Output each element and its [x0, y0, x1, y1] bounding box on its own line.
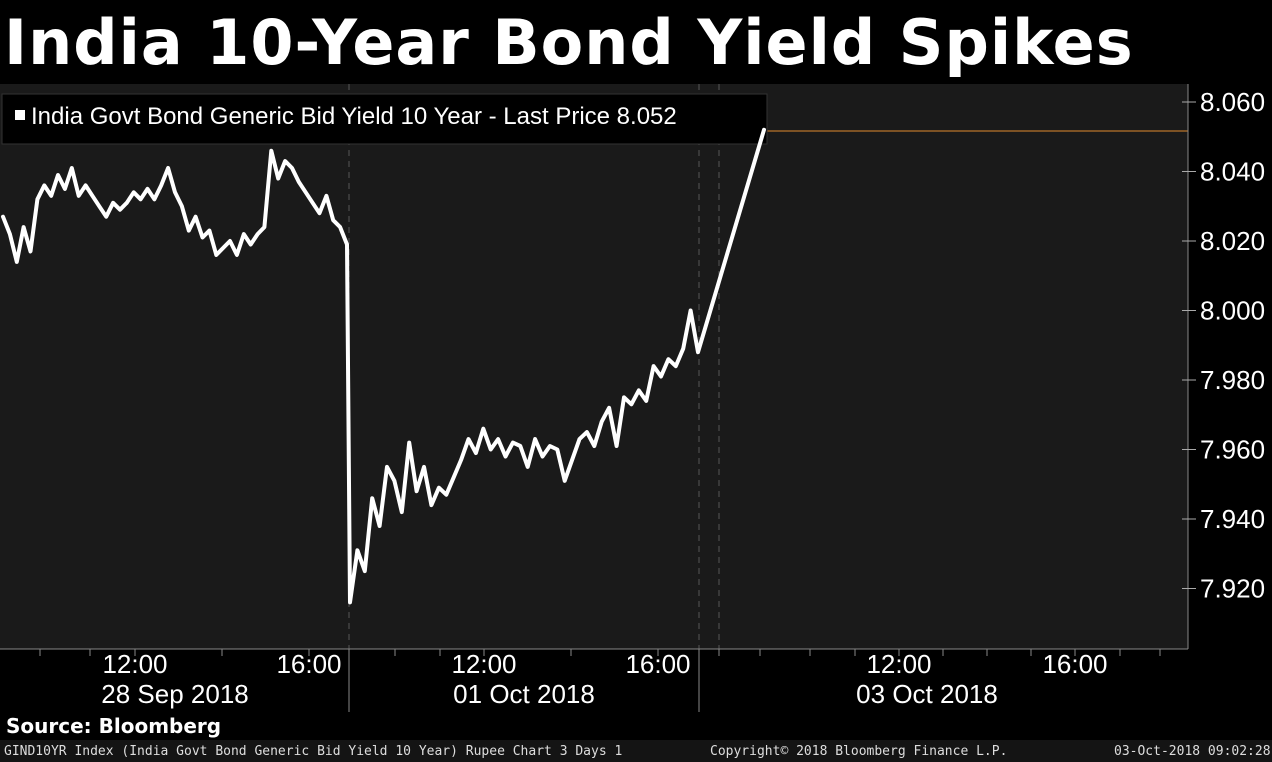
- source-label: Source: Bloomberg: [6, 714, 222, 738]
- y-tick-label: 8.020: [1200, 226, 1265, 256]
- y-tick-label: 7.940: [1200, 504, 1265, 534]
- chart-title: India 10-Year Bond Yield Spikes: [4, 6, 1134, 79]
- plot-area: [0, 84, 1188, 649]
- y-tick-label: 7.920: [1200, 574, 1265, 604]
- legend-box: [1, 93, 768, 145]
- footer-index-description: GIND10YR Index (India Govt Bond Generic …: [4, 744, 623, 759]
- y-tick-label: 8.060: [1200, 87, 1265, 117]
- chart: India Govt Bond Generic Bid Yield 10 Yea…: [0, 84, 1265, 712]
- x-date-label: 01 Oct 2018: [453, 679, 595, 709]
- legend-marker: [15, 110, 25, 120]
- footer-bar: GIND10YR Index (India Govt Bond Generic …: [0, 740, 1272, 762]
- footer-timestamp: 03-Oct-2018 09:02:28: [1114, 744, 1271, 759]
- yield-line: [1, 127, 766, 605]
- y-tick-label: 7.960: [1200, 435, 1265, 465]
- x-date-label: 28 Sep 2018: [101, 679, 248, 709]
- y-tick-label: 7.980: [1200, 365, 1265, 395]
- footer-copyright: Copyright© 2018 Bloomberg Finance L.P.: [710, 744, 1008, 759]
- legend-label: India Govt Bond Generic Bid Yield 10 Yea…: [31, 103, 677, 130]
- y-tick-label: 8.000: [1200, 296, 1265, 326]
- x-date-label: 03 Oct 2018: [856, 679, 998, 709]
- y-tick-label: 8.040: [1200, 157, 1265, 187]
